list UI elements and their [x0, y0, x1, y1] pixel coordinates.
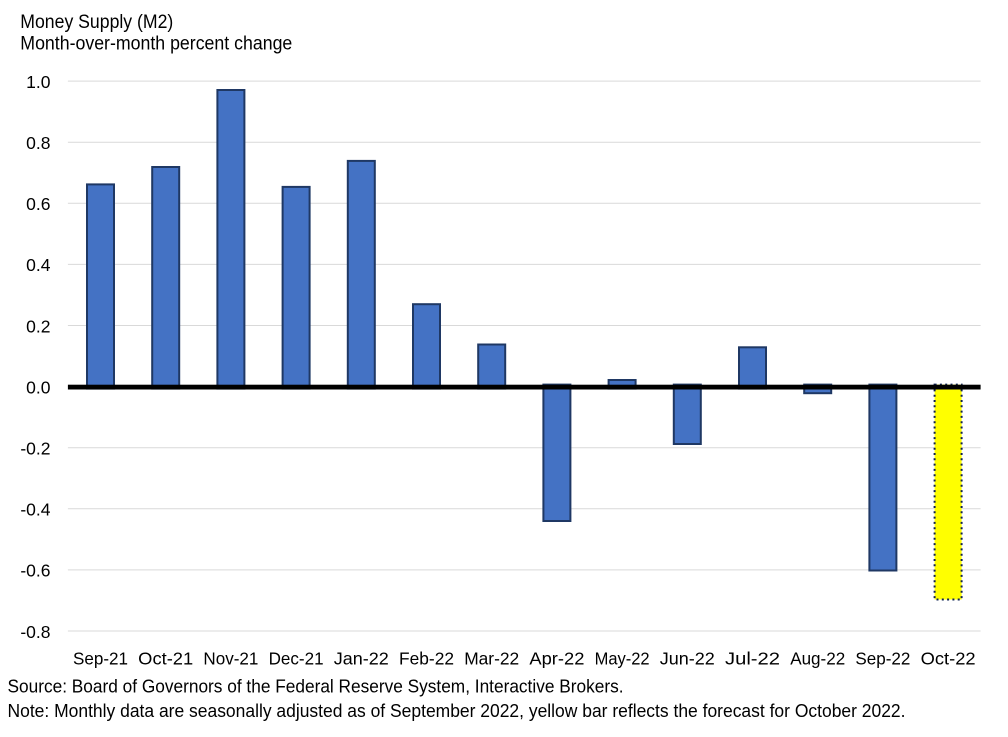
svg-text:-0.4: -0.4: [20, 500, 50, 520]
svg-text:Mar-22: Mar-22: [464, 649, 519, 669]
svg-text:Money Supply (M2): Money Supply (M2): [20, 12, 173, 33]
svg-text:0.0: 0.0: [26, 377, 51, 397]
svg-text:-0.8: -0.8: [20, 622, 50, 642]
svg-text:Oct-22: Oct-22: [921, 649, 976, 669]
svg-text:Month-over-month percent chang: Month-over-month percent change: [20, 33, 292, 54]
svg-text:Feb-22: Feb-22: [399, 649, 454, 669]
svg-text:Jul-22: Jul-22: [725, 649, 780, 669]
svg-text:Source: Board of Governors of: Source: Board of Governors of the Federa…: [8, 676, 624, 696]
svg-text:0.4: 0.4: [26, 255, 51, 275]
svg-text:1.0: 1.0: [26, 72, 51, 92]
svg-text:Apr-22: Apr-22: [529, 649, 584, 669]
svg-text:Nov-21: Nov-21: [203, 649, 258, 669]
svg-text:Aug-22: Aug-22: [790, 649, 845, 669]
svg-text:0.2: 0.2: [26, 316, 50, 336]
svg-text:-0.6: -0.6: [20, 561, 50, 581]
svg-text:Sep-22: Sep-22: [855, 649, 910, 669]
svg-text:Sep-21: Sep-21: [73, 649, 128, 669]
svg-text:Oct-21: Oct-21: [138, 649, 193, 669]
svg-text:Jan-22: Jan-22: [334, 649, 389, 669]
svg-text:Jun-22: Jun-22: [660, 649, 715, 669]
svg-text:0.6: 0.6: [26, 194, 50, 214]
svg-text:Note: Monthly data are seasona: Note: Monthly data are seasonally adjust…: [8, 701, 906, 721]
svg-text:-0.2: -0.2: [20, 439, 50, 459]
svg-text:Dec-21: Dec-21: [269, 649, 324, 669]
svg-text:0.8: 0.8: [26, 133, 50, 153]
svg-text:May-22: May-22: [595, 649, 650, 669]
